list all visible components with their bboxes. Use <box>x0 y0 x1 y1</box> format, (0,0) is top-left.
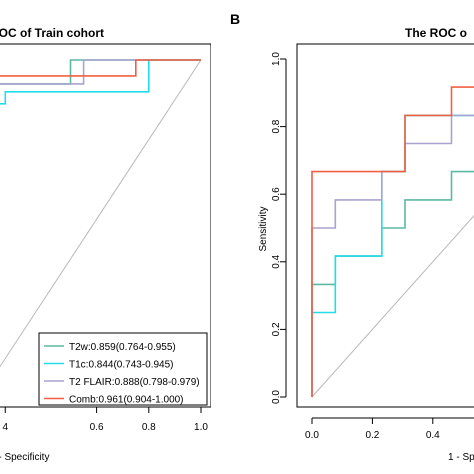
x-tick-label-b: 0.2 <box>365 430 379 441</box>
panel-a: 4 0.6 0.8 1.0 <box>0 43 211 433</box>
y-tick-label-b: 1.0 <box>271 52 282 66</box>
diagonal-reference-b <box>311 214 474 398</box>
chart-title-a: ROC of Train cohort <box>0 26 104 40</box>
legend-label-a-3: T2 FLAIR:0.888(0.798-0.979) <box>69 377 200 388</box>
x-tick-label-b: 0.0 <box>305 430 319 441</box>
legend-box-a <box>38 332 208 406</box>
roc-curve-a-1 <box>0 59 201 85</box>
roc-curve-b-4 <box>311 86 474 397</box>
y-tick-label-b: 0.4 <box>271 254 282 268</box>
x-tick-label-b: 0.4 <box>426 430 440 441</box>
panel-label-b: B <box>230 11 240 27</box>
plot-frame-b <box>296 43 474 408</box>
roc-curve-b-1 <box>311 170 474 397</box>
legend-label-a-2: T1c:0.844(0.743-0.945) <box>69 360 174 371</box>
y-axis-label-b: Sensitivity <box>258 206 269 251</box>
roc-curve-b-2 <box>311 114 474 397</box>
roc-curve-a-2 <box>0 59 201 105</box>
roc-curve-a-3 <box>0 59 201 85</box>
plot-frame-a <box>0 43 211 408</box>
x-axis-label-b: 1 - Sp <box>448 452 474 463</box>
x-axis-label-a: 1 - Specificity <box>0 452 49 463</box>
x-tick-label-a: 0.6 <box>90 422 104 433</box>
x-tick-label-a: 1.0 <box>194 422 208 433</box>
x-axis-b: 0.0 0.2 0.4 <box>305 417 474 441</box>
chart-title-b: The ROC o <box>405 26 467 40</box>
series-group-b <box>311 86 474 397</box>
y-tick-label-b: 0.8 <box>271 119 282 133</box>
x-tick-label-a: 4 <box>2 422 8 433</box>
x-tick-label-a: 0.8 <box>142 422 156 433</box>
legend-label-a-4: Comb:0.961(0.904-1.000) <box>69 395 184 406</box>
series-group-a <box>0 59 201 105</box>
diagonal-reference-a <box>0 59 202 368</box>
legend-label-a-1: T2w:0.859(0.764-0.955) <box>69 342 176 353</box>
y-tick-label-b: 0.2 <box>271 322 282 336</box>
y-tick-label-b: 0.6 <box>271 187 282 201</box>
y-tick-label-b: 0.0 <box>271 390 282 404</box>
panel-b <box>296 43 474 408</box>
roc-curve-a-4 <box>0 59 201 77</box>
x-ticks-a: 4 0.6 0.8 1.0 <box>2 407 208 433</box>
legend-a: T2w:0.859(0.764-0.955) T1c:0.844(0.743-0.… <box>38 332 208 406</box>
y-axis-b: 0.0 0.2 0.4 0.6 0.8 1.0 <box>271 52 287 404</box>
